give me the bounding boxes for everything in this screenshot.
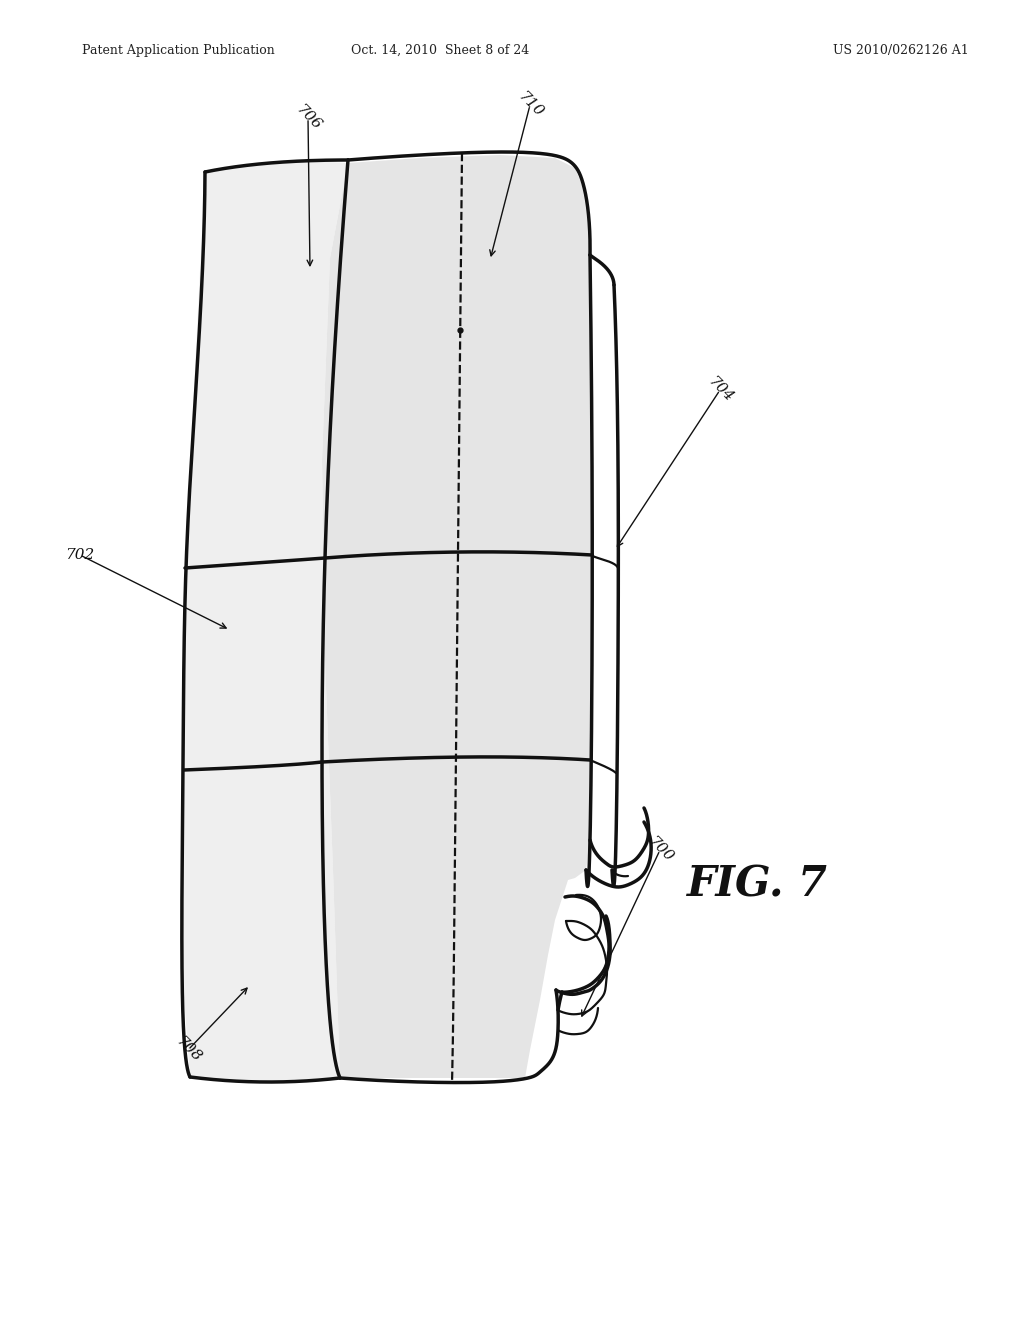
Polygon shape <box>182 160 348 1082</box>
Text: Patent Application Publication: Patent Application Publication <box>82 44 274 57</box>
Text: 706: 706 <box>293 103 324 133</box>
Text: 708: 708 <box>173 1035 204 1065</box>
Text: US 2010/0262126 A1: US 2010/0262126 A1 <box>834 44 969 57</box>
Text: 702: 702 <box>66 548 94 562</box>
Text: 704: 704 <box>705 375 735 405</box>
Text: Oct. 14, 2010  Sheet 8 of 24: Oct. 14, 2010 Sheet 8 of 24 <box>351 44 529 57</box>
Polygon shape <box>322 154 592 1078</box>
Text: FIG. 7: FIG. 7 <box>687 863 828 906</box>
Text: 700: 700 <box>645 834 675 866</box>
Text: 710: 710 <box>515 90 546 120</box>
